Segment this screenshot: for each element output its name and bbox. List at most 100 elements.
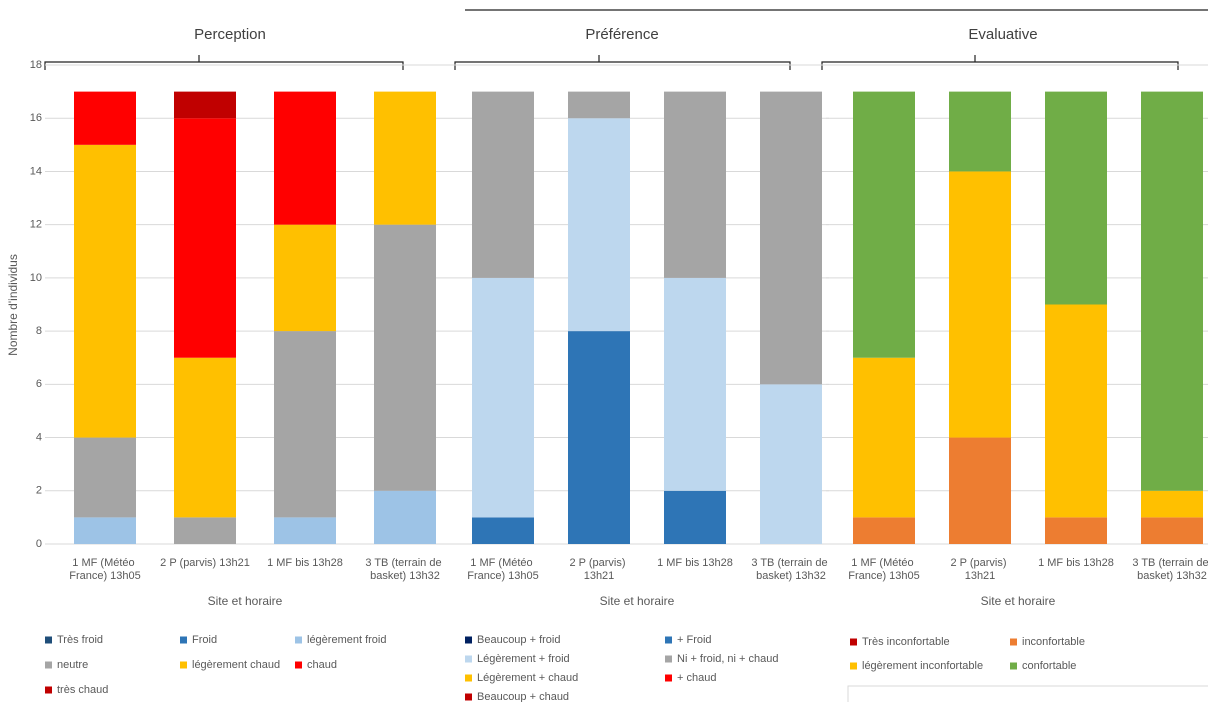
bar-segment xyxy=(949,437,1011,544)
bar-segment xyxy=(1141,517,1203,544)
bar-segment xyxy=(174,357,236,518)
bar-segment xyxy=(949,91,1011,172)
legend-swatch xyxy=(180,636,187,644)
legend-label: Beaucoup + chaud xyxy=(477,691,569,702)
bar-segment xyxy=(274,91,336,225)
bar-segment xyxy=(760,384,822,544)
y-tick-label: 14 xyxy=(30,165,42,177)
bar-segment xyxy=(949,171,1011,438)
bar-segment xyxy=(1045,304,1107,518)
legend-swatch xyxy=(665,674,672,682)
legend-swatch xyxy=(665,636,672,644)
bar-segment xyxy=(174,118,236,358)
legend-swatch xyxy=(1010,638,1017,646)
legend-swatch xyxy=(1010,662,1017,670)
bar-segment xyxy=(664,490,726,544)
legend-label: légèrement froid xyxy=(307,634,387,646)
bar-segment xyxy=(472,277,534,518)
legend-frame xyxy=(847,685,1208,702)
legend-label: inconfortable xyxy=(1022,636,1085,648)
legend-label: + Froid xyxy=(677,634,712,646)
y-tick-label: 4 xyxy=(36,431,42,443)
bar-segment xyxy=(74,437,136,518)
legend-swatch xyxy=(45,636,52,644)
x-tick-label: 1 MF bis 13h28 xyxy=(1038,557,1114,569)
x-tick-label: 1 MF bis 13h28 xyxy=(267,557,343,569)
legend-swatch xyxy=(180,661,187,669)
y-tick-label: 0 xyxy=(36,538,42,550)
legend-swatch xyxy=(465,636,472,644)
x-tick-label: 2 P (parvis) 13h21 xyxy=(160,557,250,569)
bar-segment xyxy=(664,277,726,491)
legend-label: + chaud xyxy=(677,672,716,684)
legend-label: très chaud xyxy=(57,684,108,696)
legend-swatch xyxy=(665,655,672,663)
y-tick-label: 2 xyxy=(36,485,42,497)
y-tick-label: 12 xyxy=(30,219,42,231)
bar-segment xyxy=(274,517,336,544)
bar-segment xyxy=(1141,91,1203,491)
x-tick-label: 3 TB (terrain de basket) 13h32 xyxy=(1132,557,1208,582)
y-tick-label: 8 xyxy=(36,325,42,337)
bar-segment xyxy=(472,91,534,278)
bar-segment xyxy=(568,118,630,332)
legend-swatch xyxy=(465,674,472,682)
legend-swatch xyxy=(295,661,302,669)
y-axis-title: Nombre d'individus xyxy=(6,254,20,356)
bar-segment xyxy=(568,331,630,544)
x-tick-label: 3 TB (terrain de basket) 13h32 xyxy=(751,557,830,582)
bar-segment xyxy=(374,91,436,225)
legend-swatch xyxy=(465,655,472,663)
legend-label: Beaucoup + froid xyxy=(477,634,560,646)
legend-label: légèrement inconfortable xyxy=(862,660,983,672)
bar-segment xyxy=(274,224,336,332)
legend-label: neutre xyxy=(57,659,88,671)
bar-segment xyxy=(853,357,915,518)
bracket xyxy=(454,55,791,70)
legend-label: légèrement chaud xyxy=(192,659,280,671)
y-tick-label: 18 xyxy=(30,59,42,71)
legend-swatch xyxy=(45,661,52,669)
bracket xyxy=(821,55,1179,70)
x-tick-label: 3 TB (terrain de basket) 13h32 xyxy=(365,557,444,582)
bar-segment xyxy=(853,91,915,358)
x-tick-label: 1 MF bis 13h28 xyxy=(657,557,733,569)
bar-segment xyxy=(174,91,236,119)
x-axis-title: Site et horaire xyxy=(208,594,283,608)
bar-segment xyxy=(174,517,236,544)
chart-title: Perception xyxy=(194,26,266,43)
x-tick-label: 1 MF (Météo France) 13h05 xyxy=(69,557,141,582)
bar-segment xyxy=(74,144,136,438)
legend-swatch xyxy=(45,686,52,694)
bar-segment xyxy=(853,517,915,544)
bar-segment xyxy=(760,91,822,385)
chart-title: Préférence xyxy=(585,26,658,43)
legend-label: chaud xyxy=(307,659,337,671)
chart-title: Evaluative xyxy=(968,26,1037,43)
bar-segment xyxy=(1045,517,1107,544)
bar-segment xyxy=(374,490,436,544)
x-tick-label: 1 MF (Météo France) 13h05 xyxy=(467,557,539,582)
bar-segment xyxy=(568,91,630,119)
legend-label: Légèrement + chaud xyxy=(477,672,578,684)
legend-swatch xyxy=(850,662,857,670)
bar-segment xyxy=(274,331,336,518)
x-axis-title: Site et horaire xyxy=(981,594,1056,608)
legend-label: Froid xyxy=(192,634,217,646)
bar-segment xyxy=(472,517,534,544)
bar-segment xyxy=(74,517,136,544)
bar-segment xyxy=(1045,91,1107,305)
legend-label: Très froid xyxy=(57,634,103,646)
x-axis-title: Site et horaire xyxy=(600,594,675,608)
legend-label: Légèrement + froid xyxy=(477,653,570,665)
legend-swatch xyxy=(465,693,472,701)
legend-swatch xyxy=(295,636,302,644)
bar-segment xyxy=(374,224,436,491)
legend-swatch xyxy=(850,638,857,646)
y-tick-label: 16 xyxy=(30,112,42,124)
x-tick-label: 2 P (parvis) 13h21 xyxy=(569,557,628,582)
y-tick-label: 10 xyxy=(30,272,42,284)
bar-segment xyxy=(1141,490,1203,518)
x-tick-label: 2 P (parvis) 13h21 xyxy=(950,557,1009,582)
